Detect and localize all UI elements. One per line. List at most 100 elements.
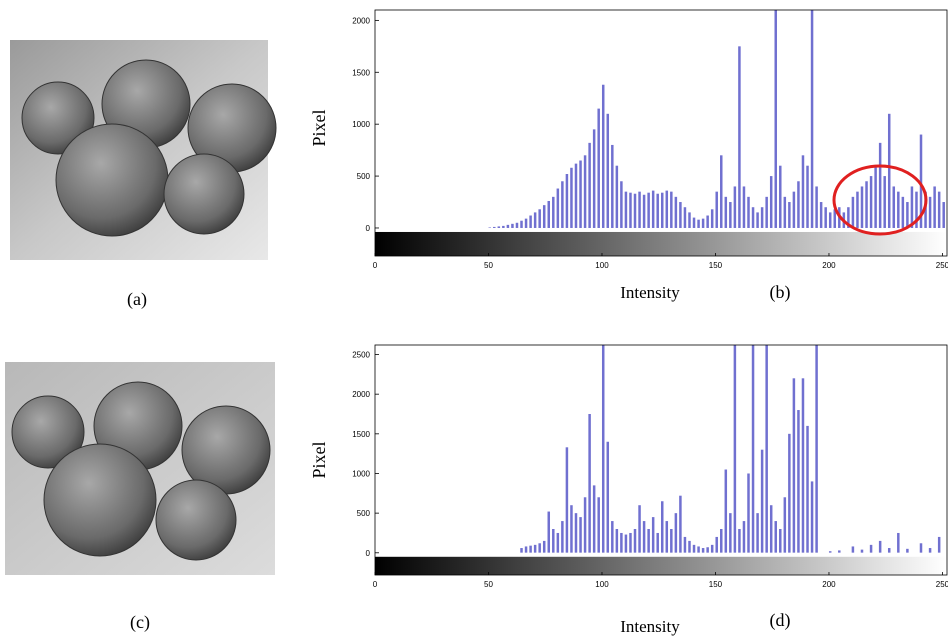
bar — [588, 142, 591, 228]
bar — [751, 207, 755, 228]
bar — [592, 485, 596, 553]
bar — [597, 108, 600, 228]
bar — [642, 194, 646, 228]
bar — [511, 223, 514, 228]
x-tick-label: 0 — [373, 580, 378, 589]
bar — [892, 186, 896, 228]
bar — [533, 544, 537, 553]
bar — [515, 222, 519, 228]
bar — [570, 505, 573, 553]
bar — [710, 209, 714, 228]
bar — [692, 217, 696, 228]
x-tick-label: 100 — [595, 580, 609, 589]
bar — [779, 165, 782, 228]
bar — [574, 513, 578, 553]
bar — [733, 345, 737, 553]
bar — [633, 529, 637, 553]
photo-a — [10, 40, 277, 260]
bar — [556, 188, 560, 228]
bar — [937, 536, 941, 553]
bar — [624, 191, 628, 228]
bar — [679, 202, 682, 228]
panel-label: (a) — [127, 289, 147, 310]
bar — [788, 433, 791, 553]
bar — [583, 155, 587, 228]
bar — [665, 190, 669, 228]
bar — [611, 144, 614, 228]
bar — [579, 517, 582, 553]
bar — [874, 165, 877, 228]
x-tick-label: 150 — [709, 261, 723, 270]
bar — [774, 10, 777, 228]
bar — [715, 536, 718, 553]
bar — [942, 202, 945, 228]
bar — [760, 449, 764, 553]
bar — [565, 174, 569, 228]
bar — [897, 191, 900, 228]
highlight-ellipse — [832, 164, 928, 236]
bar — [919, 543, 923, 553]
bar — [878, 540, 882, 553]
bar — [765, 196, 768, 228]
bar — [656, 193, 659, 228]
bar — [538, 543, 541, 553]
panel-label: (d) — [770, 610, 791, 631]
bar — [697, 546, 700, 553]
bar — [833, 209, 837, 228]
bar — [742, 186, 746, 228]
bar — [760, 207, 764, 228]
y-axis-label: Pixel — [309, 109, 329, 146]
bar — [674, 513, 678, 553]
panel-label: (c) — [130, 612, 150, 633]
bar — [887, 113, 891, 228]
bar — [506, 224, 510, 228]
bar — [547, 200, 551, 228]
bar — [561, 181, 564, 228]
bar — [792, 378, 796, 553]
bar — [692, 544, 696, 553]
x-axis-label: Intensity — [620, 617, 680, 636]
bar — [897, 532, 900, 553]
bar — [697, 219, 700, 228]
bar — [915, 191, 918, 228]
bar — [606, 441, 610, 553]
bar — [729, 513, 732, 553]
bar — [783, 196, 787, 228]
bar — [638, 191, 641, 228]
bar — [851, 196, 855, 228]
bar — [901, 196, 905, 228]
bar — [570, 167, 573, 228]
bar — [629, 532, 632, 553]
y-tick-label: 1000 — [352, 469, 370, 478]
colorbar — [375, 231, 947, 256]
y-tick-label: 500 — [357, 509, 371, 518]
bar — [647, 192, 650, 228]
bar — [542, 205, 546, 228]
bar — [756, 513, 759, 553]
bar — [620, 181, 623, 228]
y-tick-label: 0 — [366, 224, 371, 233]
bar — [552, 529, 555, 553]
bar — [797, 181, 800, 228]
bar — [629, 192, 632, 228]
bar — [774, 521, 777, 553]
x-tick-label: 50 — [484, 261, 493, 270]
bar — [670, 191, 673, 228]
bar — [883, 176, 886, 228]
bar — [851, 546, 855, 553]
plot — [520, 345, 941, 553]
bar — [733, 186, 737, 228]
photo-c — [5, 362, 275, 575]
bar — [838, 550, 841, 553]
bar — [488, 227, 491, 228]
plot-frame — [374, 9, 948, 257]
panel-label: (b) — [770, 282, 791, 303]
x-tick-label: 250 — [936, 580, 948, 589]
y-tick-label: 500 — [357, 172, 371, 181]
bar — [683, 536, 687, 553]
bar — [724, 196, 728, 228]
y-tick-label: 0 — [366, 549, 371, 558]
bar — [769, 176, 773, 228]
y-tick-label: 2000 — [352, 16, 370, 25]
bar — [919, 134, 923, 228]
